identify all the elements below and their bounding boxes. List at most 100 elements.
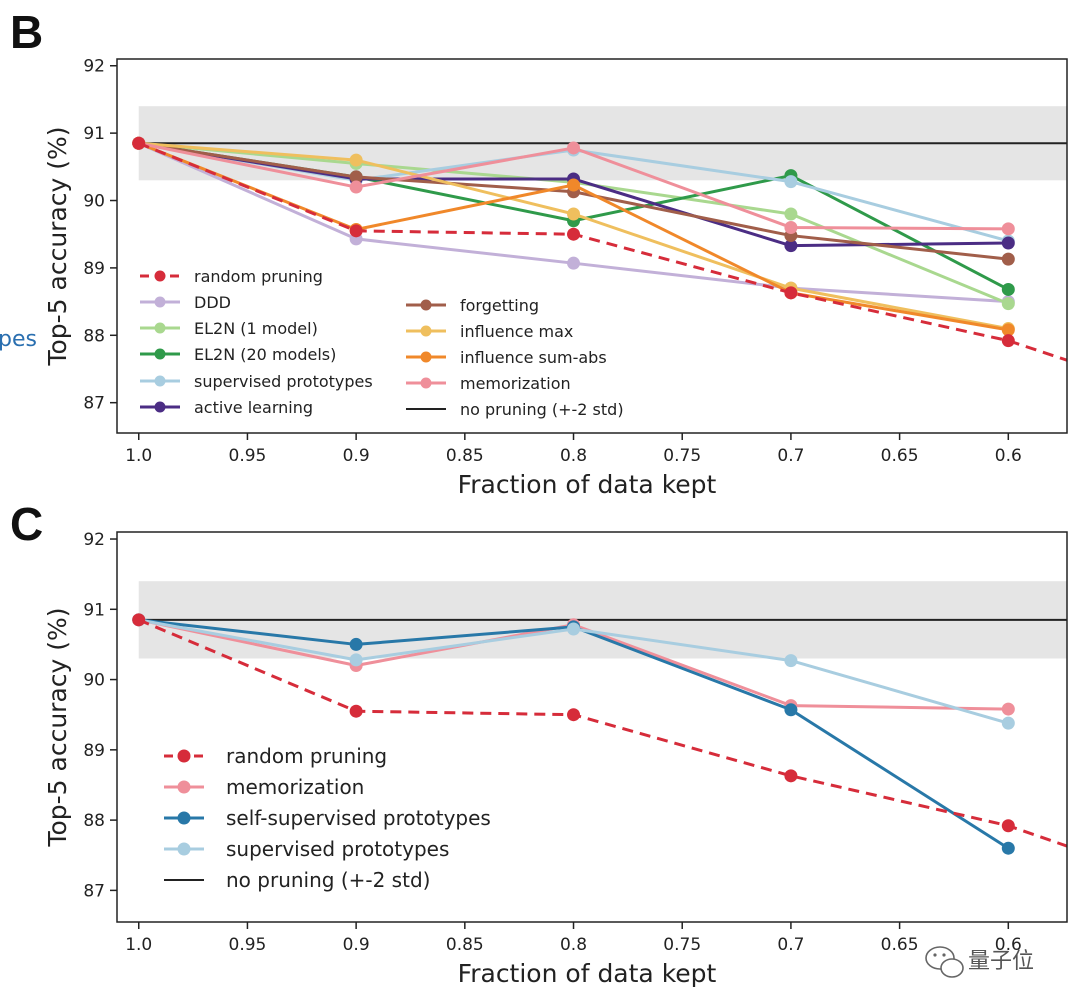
legend-entry-influence-sum-abs: influence sum-abs (406, 348, 607, 367)
data-point-ddd (567, 256, 581, 270)
y-tick-label: 91 (83, 600, 105, 620)
data-point-random-pruning (132, 613, 146, 627)
legend-label-forgetting: forgetting (460, 296, 539, 315)
legend-entry-no-pruning-2-std: no pruning (+-2 std) (164, 868, 430, 892)
x-tick-label: 0.85 (446, 446, 484, 466)
axes-frame (116, 531, 1068, 923)
data-point-supervised-prototypes (784, 175, 798, 189)
legend-marker-self-supervised-prototypes (177, 811, 191, 825)
data-point-supervised-prototypes (1001, 716, 1015, 730)
data-point-active-learning (1001, 236, 1015, 250)
legend-label-random-pruning: random pruning (194, 267, 323, 286)
data-point-memorization (567, 141, 581, 155)
plot-area (132, 613, 1067, 855)
legend-label-active-learning: active learning (194, 398, 313, 417)
y-tick-label: 89 (83, 259, 105, 279)
x-tick-label: 0.8 (560, 446, 587, 466)
x-axis-label: Fraction of data kept (458, 470, 717, 499)
legend-label-no-pruning-2-std: no pruning (+-2 std) (226, 868, 430, 892)
y-tick-label: 87 (83, 394, 105, 414)
legend-marker-supervised-prototypes (154, 375, 166, 387)
legend-label-memorization: memorization (226, 775, 364, 799)
legend-label-el2n-20-models: EL2N (20 models) (194, 345, 336, 364)
y-axis-label: Top-5 accuracy (%) (43, 126, 72, 366)
legend-label-influence-max: influence max (460, 322, 573, 341)
y-tick-label: 88 (83, 811, 105, 831)
legend-label-self-supervised-prototypes: self-supervised prototypes (226, 806, 491, 830)
x-tick-label: 1.0 (125, 935, 152, 955)
legend-entry-random-pruning: random pruning (140, 267, 323, 286)
y-tick-label: 91 (83, 124, 105, 144)
data-point-supervised-prototypes (567, 622, 581, 636)
legend-entry-random-pruning: random pruning (164, 744, 387, 768)
legend-entry-forgetting: forgetting (406, 296, 539, 315)
x-tick-label: 1.0 (125, 446, 152, 466)
legend-entry-ddd: DDD (140, 293, 231, 312)
data-point-random-pruning (784, 769, 798, 783)
legend-entry-memorization: memorization (406, 374, 571, 393)
legend-marker-random-pruning (154, 270, 166, 282)
legend-entry-no-pruning-2-std: no pruning (+-2 std) (406, 400, 624, 419)
chart-panel-b: 92 91 90 89 88 87 1.0 0.95 0.9 0.85 0.8 0.75 0.7 0.65… (43, 57, 1068, 499)
y-tick-label: 92 (83, 57, 105, 77)
x-tick-label: 0.75 (663, 446, 701, 466)
series-line-random-pruning (138, 141, 1067, 362)
data-point-supervised-prototypes (784, 654, 798, 668)
legend-marker-random-pruning (177, 749, 191, 763)
legend-label-influence-sum-abs: influence sum-abs (460, 348, 607, 367)
y-tick-label: 92 (83, 530, 105, 550)
legend-marker-forgetting (420, 299, 432, 311)
legend-marker-active-learning (154, 401, 166, 413)
data-point-el2n-1-model (1001, 297, 1015, 311)
data-point-influence-sum-abs (567, 178, 581, 192)
watermark-text: 量子位 (968, 949, 1034, 974)
legend-entry-supervised-prototypes: supervised prototypes (164, 837, 449, 861)
x-tick-label: 0.7 (777, 935, 804, 955)
data-point-influence-max (349, 153, 363, 167)
data-point-random-pruning (132, 136, 146, 150)
x-tick-label: 0.95 (229, 446, 267, 466)
data-point-memorization (1001, 702, 1015, 716)
legend-label-ddd: DDD (194, 293, 231, 312)
x-tick-label: 0.9 (343, 935, 370, 955)
data-point-forgetting (1001, 252, 1015, 266)
legend-entry-self-supervised-prototypes: self-supervised prototypes (164, 806, 491, 830)
legend-label-no-pruning-2-std: no pruning (+-2 std) (460, 400, 624, 419)
legend-label-el2n-1-model: EL2N (1 model) (194, 319, 318, 338)
legend-label-random-pruning: random pruning (226, 744, 387, 768)
data-point-self-supervised-prototypes (1001, 841, 1015, 855)
data-point-random-pruning (349, 224, 363, 238)
x-axis-label: Fraction of data kept (458, 959, 717, 988)
x-tick-label: 0.85 (446, 935, 484, 955)
data-point-random-pruning (567, 227, 581, 241)
y-tick-label: 88 (83, 326, 105, 346)
data-point-self-supervised-prototypes (784, 703, 798, 717)
legend-marker-supervised-prototypes (177, 842, 191, 856)
data-point-self-supervised-prototypes (349, 637, 363, 651)
legend-entry-influence-max: influence max (406, 322, 573, 341)
cropped-caption-fragment: pes (0, 327, 37, 352)
data-point-influence-sum-abs (1001, 323, 1015, 337)
panel-letter-b: B (10, 6, 43, 58)
legend-marker-el2n-20-models (154, 348, 166, 360)
legend-marker-memorization (420, 377, 432, 389)
legend-label-supervised-prototypes: supervised prototypes (194, 372, 373, 391)
legend-entry-el2n-20-models: EL2N (20 models) (140, 345, 336, 364)
y-tick-label: 90 (83, 671, 105, 691)
legend-entry-active-learning: active learning (140, 398, 313, 417)
x-tick-label: 0.6 (995, 446, 1022, 466)
data-point-forgetting (349, 170, 363, 184)
data-point-el2n-1-model (784, 207, 798, 221)
x-tick-label: 0.65 (881, 935, 919, 955)
x-tick-label: 0.75 (663, 935, 701, 955)
panel-letter-c: C (10, 498, 43, 550)
wechat-icon (925, 946, 964, 978)
legend-entry-el2n-1-model: EL2N (1 model) (140, 319, 318, 338)
data-point-supervised-prototypes (349, 653, 363, 667)
y-tick-label: 89 (83, 741, 105, 761)
x-tick-label: 0.95 (229, 935, 267, 955)
x-tick-label: 0.7 (777, 446, 804, 466)
legend-marker-ddd (154, 296, 166, 308)
watermark: 量子位 (925, 946, 1034, 978)
